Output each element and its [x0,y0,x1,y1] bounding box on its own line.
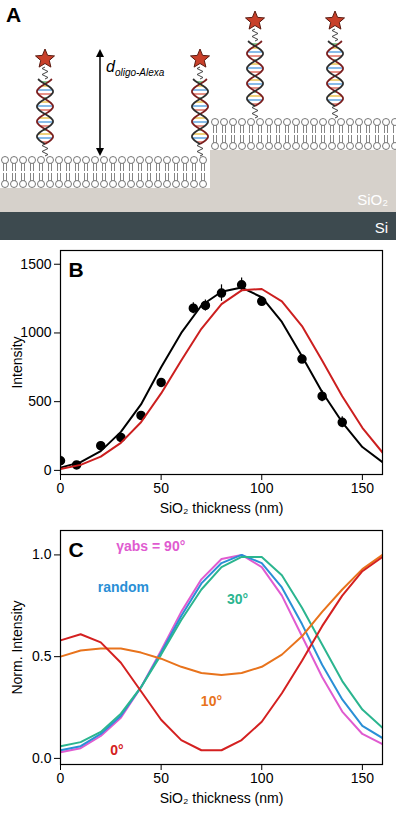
svg-text:Intensity: Intensity [9,336,25,388]
svg-text:0: 0 [44,462,52,478]
svg-text:A: A [6,3,21,26]
svg-text:0°: 0° [110,742,123,758]
svg-text:C: C [69,538,84,561]
svg-text:30°: 30° [227,591,248,607]
svg-text:random: random [98,579,149,595]
svg-text:50: 50 [153,480,169,496]
svg-text:doligo-Alexa: doligo-Alexa [106,58,165,78]
svg-text:B: B [69,258,84,281]
svg-text:1.0: 1.0 [32,546,52,562]
svg-text:Norm. Intensity: Norm. Intensity [9,600,25,694]
svg-text:0: 0 [57,770,65,786]
svg-text:SiO₂: SiO₂ [357,191,388,208]
svg-text:50: 50 [153,770,169,786]
svg-text:SiO₂ thickness (nm): SiO₂ thickness (nm) [160,500,284,516]
svg-text:10°: 10° [201,693,222,709]
svg-text:1500: 1500 [20,256,51,272]
svg-text:500: 500 [28,393,52,409]
svg-text:Si: Si [375,219,388,236]
svg-text:0.0: 0.0 [32,750,52,766]
svg-text:γabs = 90°: γabs = 90° [116,538,185,554]
svg-text:0: 0 [57,480,65,496]
svg-text:SiO₂ thickness (nm): SiO₂ thickness (nm) [160,790,284,806]
svg-text:150: 150 [351,770,375,786]
svg-text:0.5: 0.5 [32,648,52,664]
svg-text:1000: 1000 [20,324,52,341]
svg-text:100: 100 [250,770,274,786]
svg-text:100: 100 [250,480,274,496]
svg-text:150: 150 [351,480,375,496]
